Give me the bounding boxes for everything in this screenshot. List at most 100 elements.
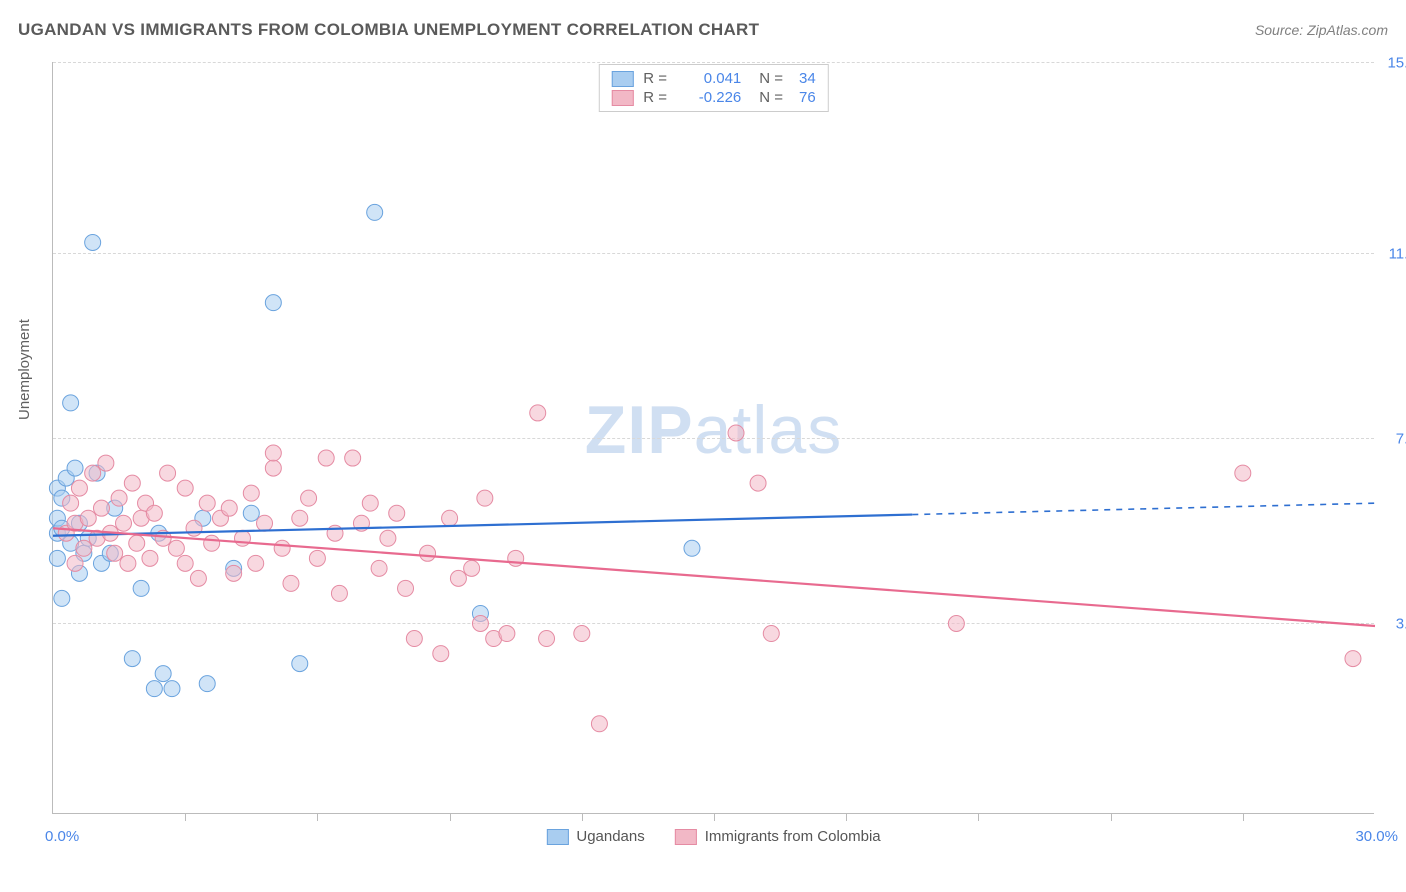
x-axis-min-label: 0.0% <box>45 828 79 845</box>
data-point <box>190 570 206 586</box>
data-point <box>177 480 193 496</box>
y-tick-label: 3.8% <box>1396 616 1406 633</box>
data-point <box>155 666 171 682</box>
data-point <box>98 455 114 471</box>
data-point <box>146 505 162 521</box>
data-point <box>948 615 964 631</box>
data-point <box>464 560 480 576</box>
data-point <box>398 580 414 596</box>
data-point <box>221 500 237 516</box>
data-point <box>243 485 259 501</box>
data-point <box>406 631 422 647</box>
data-point <box>177 555 193 571</box>
y-tick-label: 7.5% <box>1396 431 1406 448</box>
data-point <box>420 545 436 561</box>
regression-line <box>53 515 912 536</box>
data-point <box>63 495 79 511</box>
data-point <box>265 460 281 476</box>
data-point <box>433 646 449 662</box>
stats-row-series-1: R = -0.226 N = 76 <box>611 88 815 107</box>
data-point <box>63 395 79 411</box>
data-point <box>530 405 546 421</box>
data-point <box>331 585 347 601</box>
data-point <box>199 676 215 692</box>
data-point <box>309 550 325 566</box>
source-attribution: Source: ZipAtlas.com <box>1255 22 1388 38</box>
data-point <box>292 510 308 526</box>
data-point <box>684 540 700 556</box>
bottom-legend: Ugandans Immigrants from Colombia <box>546 828 880 845</box>
scatter-plot <box>53 62 1374 813</box>
legend-swatch-bottom-0 <box>546 829 568 845</box>
data-point <box>763 626 779 642</box>
legend-item-1: Immigrants from Colombia <box>675 828 881 845</box>
data-point <box>292 656 308 672</box>
data-point <box>265 295 281 311</box>
regression-line <box>53 528 1375 626</box>
data-point <box>499 626 515 642</box>
data-point <box>450 570 466 586</box>
n-value-0: 34 <box>799 70 816 87</box>
data-point <box>1235 465 1251 481</box>
data-point <box>129 535 145 551</box>
data-point <box>168 540 184 556</box>
data-point <box>265 445 281 461</box>
x-tick <box>1243 813 1244 821</box>
data-point <box>186 520 202 536</box>
data-point <box>199 495 215 511</box>
y-tick-label: 11.2% <box>1389 245 1406 262</box>
data-point <box>257 515 273 531</box>
x-tick <box>978 813 979 821</box>
data-point <box>274 540 290 556</box>
r-value-0: 0.041 <box>683 70 741 87</box>
data-point <box>116 515 132 531</box>
data-point <box>728 425 744 441</box>
x-tick <box>185 813 186 821</box>
x-tick <box>317 813 318 821</box>
data-point <box>442 510 458 526</box>
data-point <box>204 535 220 551</box>
data-point <box>164 681 180 697</box>
data-point <box>301 490 317 506</box>
legend-label-0: Ugandans <box>576 828 644 845</box>
data-point <box>750 475 766 491</box>
data-point <box>107 545 123 561</box>
r-label: R = <box>643 89 673 106</box>
data-point <box>574 626 590 642</box>
stats-row-series-0: R = 0.041 N = 34 <box>611 69 815 88</box>
n-value-1: 76 <box>799 89 816 106</box>
data-point <box>67 555 83 571</box>
data-point <box>539 631 555 647</box>
data-point <box>477 490 493 506</box>
legend-swatch-bottom-1 <box>675 829 697 845</box>
data-point <box>133 580 149 596</box>
data-point <box>248 555 264 571</box>
r-label: R = <box>643 70 673 87</box>
data-point <box>71 480 87 496</box>
n-label: N = <box>759 70 783 87</box>
stats-legend-box: R = 0.041 N = 34 R = -0.226 N = 76 <box>598 64 828 112</box>
x-tick <box>714 813 715 821</box>
data-point <box>371 560 387 576</box>
x-tick <box>846 813 847 821</box>
data-point <box>76 540 92 556</box>
legend-swatch-1 <box>611 90 633 106</box>
data-point <box>362 495 378 511</box>
data-point <box>146 681 162 697</box>
data-point <box>591 716 607 732</box>
y-tick-label: 15.0% <box>1387 55 1406 72</box>
data-point <box>54 590 70 606</box>
data-point <box>124 475 140 491</box>
data-point <box>49 550 65 566</box>
data-point <box>318 450 334 466</box>
legend-item-0: Ugandans <box>546 828 644 845</box>
n-label: N = <box>759 89 783 106</box>
data-point <box>1345 651 1361 667</box>
x-tick <box>582 813 583 821</box>
legend-label-1: Immigrants from Colombia <box>705 828 881 845</box>
data-point <box>85 465 101 481</box>
data-point <box>380 530 396 546</box>
data-point <box>243 505 259 521</box>
data-point <box>160 465 176 481</box>
data-point <box>283 575 299 591</box>
